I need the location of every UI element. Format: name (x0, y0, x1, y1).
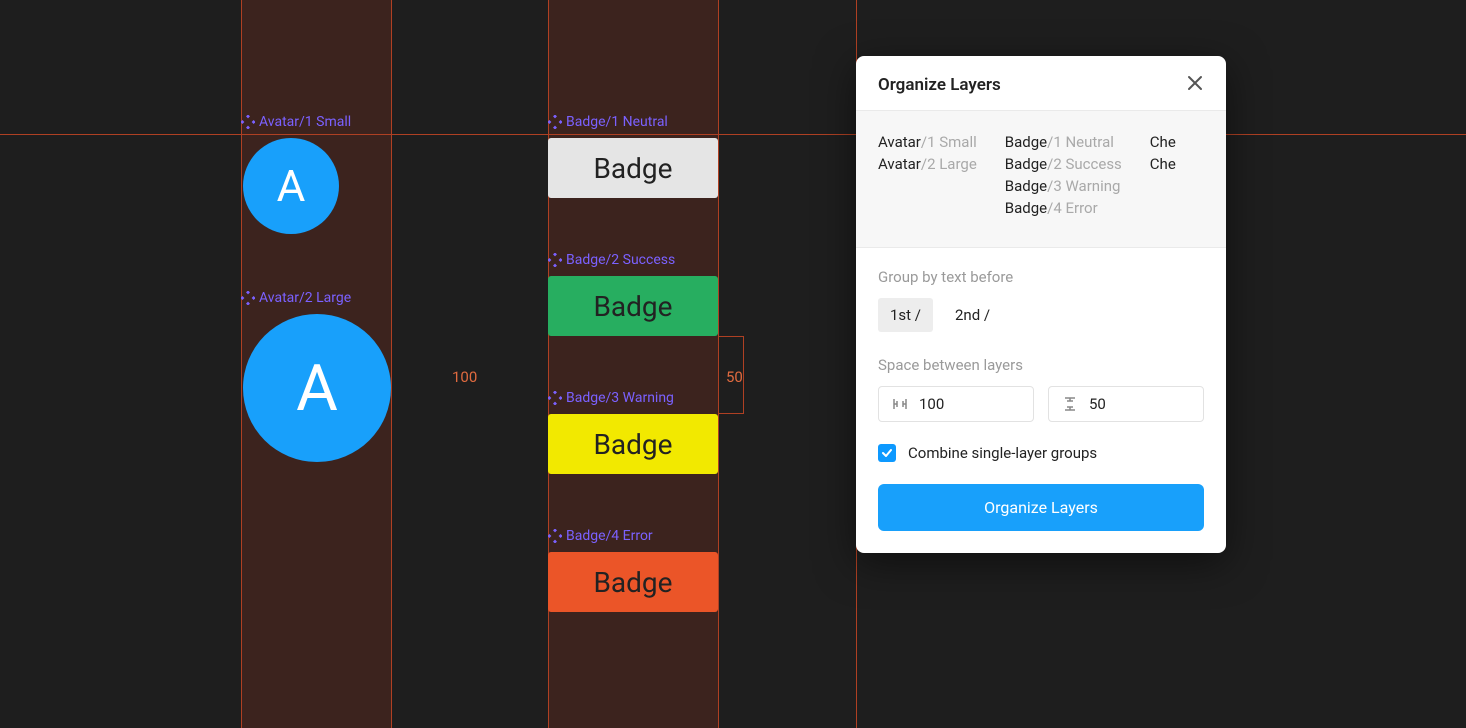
preview-item: Che (1150, 133, 1176, 151)
measurement-horizontal: 100 (452, 368, 477, 386)
horizontal-spacing-input[interactable] (878, 386, 1034, 422)
badge-neutral[interactable]: Badge (548, 138, 718, 198)
horizontal-spacing-value[interactable] (919, 395, 1021, 413)
organize-layers-button[interactable]: Organize Layers (878, 484, 1204, 531)
guide-vertical (241, 0, 242, 728)
component-icon (548, 391, 562, 405)
preview-item: Avatar/2 Large (878, 155, 977, 173)
horizontal-spacing-icon (891, 395, 909, 413)
preview-item: Avatar/1 Small (878, 133, 977, 151)
guide-horizontal (0, 134, 1466, 135)
group-option-2nd[interactable]: 2nd / (943, 298, 1002, 332)
avatar-large[interactable]: A (243, 314, 391, 462)
component-label[interactable]: Badge/1 Neutral (548, 114, 668, 130)
component-label[interactable]: Badge/3 Warning (548, 390, 674, 406)
component-icon (548, 253, 562, 267)
component-label-text: Avatar/1 Small (259, 114, 351, 130)
preview-item: Badge/4 Error (1005, 199, 1122, 217)
vertical-spacing-input[interactable] (1048, 386, 1204, 422)
component-label-text: Badge/3 Warning (566, 390, 674, 406)
group-option-1st[interactable]: 1st / (878, 298, 933, 332)
component-label-text: Badge/4 Error (566, 528, 653, 544)
component-label-text: Badge/2 Success (566, 252, 675, 268)
preview-column: Badge/1 Neutral Badge/2 Success Badge/3 … (1005, 133, 1122, 217)
badge-text: Badge (593, 152, 672, 185)
component-icon (241, 115, 255, 129)
group-by-label: Group by text before (878, 268, 1204, 286)
combine-label: Combine single-layer groups (908, 444, 1097, 462)
combine-checkbox-row: Combine single-layer groups (878, 444, 1204, 462)
guide-vertical (391, 0, 392, 728)
badge-text: Badge (593, 428, 672, 461)
badge-error[interactable]: Badge (548, 552, 718, 612)
component-label-text: Avatar/2 Large (259, 290, 351, 306)
combine-checkbox[interactable] (878, 444, 896, 462)
vertical-spacing-value[interactable] (1089, 395, 1191, 413)
preview-item: Badge/2 Success (1005, 155, 1122, 173)
dialog-header: Organize Layers (856, 56, 1226, 111)
component-label-text: Badge/1 Neutral (566, 114, 668, 130)
preview-item: Che (1150, 155, 1176, 173)
vertical-spacing-icon (1061, 395, 1079, 413)
component-icon (548, 529, 562, 543)
close-icon (1186, 74, 1204, 92)
dialog-title: Organize Layers (878, 75, 1001, 95)
avatar-small[interactable]: A (243, 138, 339, 234)
avatar-letter: A (296, 351, 338, 426)
component-label[interactable]: Avatar/2 Large (241, 290, 351, 306)
space-label: Space between layers (878, 356, 1204, 374)
measurement-bracket (718, 336, 744, 414)
preview-column: Che Che (1150, 133, 1176, 217)
component-label[interactable]: Badge/4 Error (548, 528, 653, 544)
spacing-inputs (878, 386, 1204, 422)
close-button[interactable] (1186, 74, 1204, 96)
component-label[interactable]: Avatar/1 Small (241, 114, 351, 130)
badge-warning[interactable]: Badge (548, 414, 718, 474)
layer-preview-pane: Avatar/1 Small Avatar/2 Large Badge/1 Ne… (856, 111, 1226, 248)
avatar-letter: A (277, 160, 306, 212)
badge-text: Badge (593, 566, 672, 599)
component-icon (241, 291, 255, 305)
checkmark-icon (881, 447, 893, 459)
component-label[interactable]: Badge/2 Success (548, 252, 675, 268)
selection-band (548, 0, 718, 728)
group-by-segments: 1st / 2nd / (878, 298, 1204, 332)
preview-item: Badge/1 Neutral (1005, 133, 1122, 151)
preview-column: Avatar/1 Small Avatar/2 Large (878, 133, 977, 217)
component-icon (548, 115, 562, 129)
organize-layers-dialog: Organize Layers Avatar/1 Small Avatar/2 … (856, 56, 1226, 553)
badge-text: Badge (593, 290, 672, 323)
preview-item: Badge/3 Warning (1005, 177, 1122, 195)
design-canvas[interactable]: Avatar/1 Small A Avatar/2 Large A Badge/… (0, 0, 1466, 728)
guide-vertical (548, 0, 549, 728)
dialog-body: Group by text before 1st / 2nd / Space b… (856, 248, 1226, 553)
badge-success[interactable]: Badge (548, 276, 718, 336)
